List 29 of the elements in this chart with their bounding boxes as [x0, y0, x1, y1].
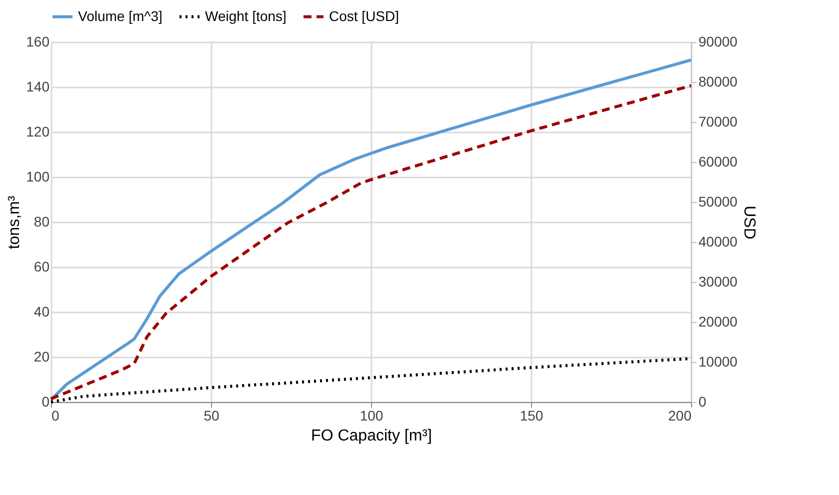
legend-label: Weight [tons] [205, 8, 286, 24]
y-tick-label: 20 [34, 348, 50, 364]
legend-label: Cost [USD] [329, 8, 400, 24]
x-axis-title: FO Capacity [m³] [311, 428, 432, 444]
x-tick-label: 200 [668, 408, 692, 424]
y-tick-label: 140 [26, 78, 50, 94]
y-tick-label: 40 [34, 304, 50, 320]
y-axis-title: tons,m³ [6, 195, 24, 250]
y2-tick-label: 60000 [698, 154, 738, 170]
y2-tick-label: 10000 [698, 354, 738, 370]
y2-tick-label: 40000 [698, 234, 738, 250]
y2-tick-label: 50000 [698, 194, 738, 210]
legend-label: Volume [m^3] [78, 8, 162, 24]
y-tick-label: 100 [26, 168, 50, 184]
y-tick-label: 160 [26, 34, 50, 50]
y-tick-label: 60 [34, 258, 50, 274]
y2-tick-label: 80000 [698, 74, 738, 90]
x-tick-label: 150 [520, 408, 544, 424]
x-tick-label: 100 [360, 408, 384, 424]
y2-tick-label: 20000 [698, 314, 738, 330]
y2-axis-title: USD [740, 206, 758, 240]
y-tick-label: 120 [26, 124, 50, 140]
y2-tick-label: 70000 [698, 114, 738, 130]
y2-tick-label: 90000 [698, 34, 738, 50]
x-tick-label: 50 [204, 408, 220, 424]
y-tick-label: 0 [42, 394, 50, 410]
y2-tick-label: 0 [698, 394, 706, 410]
y-tick-label: 80 [34, 214, 50, 230]
y2-tick-label: 30000 [698, 274, 738, 290]
